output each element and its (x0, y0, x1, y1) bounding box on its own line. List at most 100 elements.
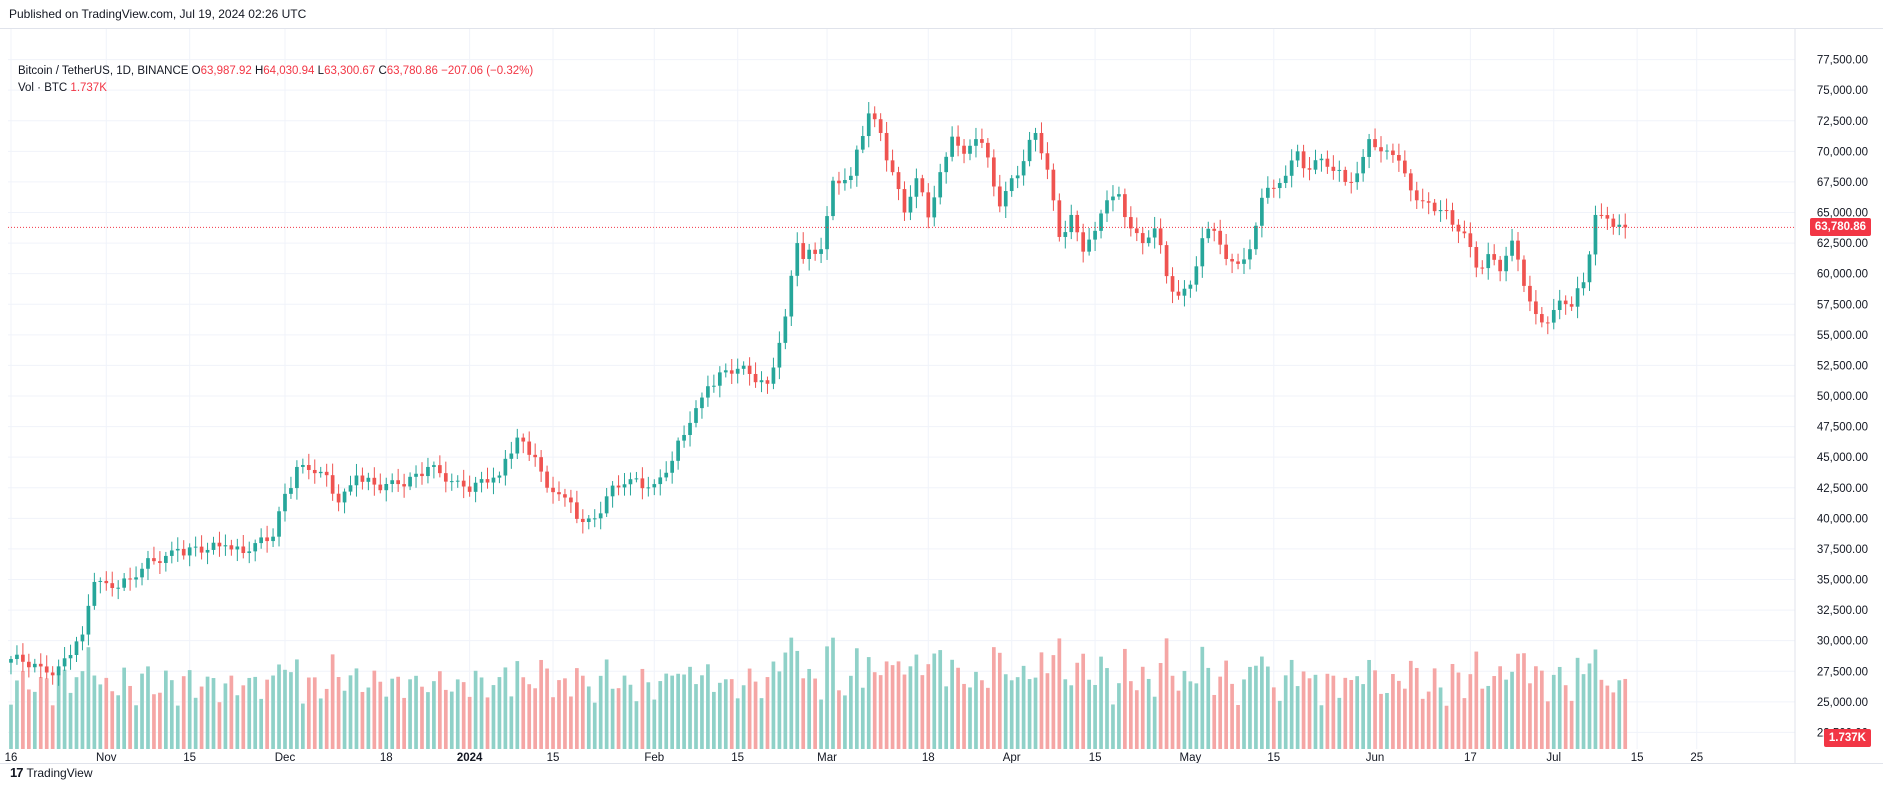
volume-bar (753, 681, 758, 749)
volume-bar (1009, 680, 1014, 749)
symbol-title[interactable]: Bitcoin / TetherUS, 1D, BINANCE (18, 65, 189, 77)
candle-body (872, 113, 877, 120)
candle-body (1474, 247, 1479, 268)
candle-body (1492, 254, 1497, 260)
y-tick-label: 72,500.00 (1817, 116, 1868, 128)
volume-bar (312, 677, 317, 749)
volume-bar (1545, 701, 1550, 749)
candle-body (1480, 267, 1485, 269)
candle-body (1385, 150, 1389, 152)
candle-body (580, 518, 585, 523)
volume-bar (515, 661, 520, 749)
volume-bar (366, 687, 371, 749)
volume-bar (1373, 670, 1377, 749)
candle-body (1152, 228, 1157, 238)
candle-body (628, 479, 633, 485)
volume-bar (1105, 668, 1109, 749)
candle-body (122, 578, 127, 588)
candle-body (1039, 132, 1044, 154)
candle-body (1194, 266, 1199, 285)
candle-body (962, 145, 966, 154)
candle-body (1504, 255, 1508, 272)
candle-body (1599, 214, 1604, 216)
volume-bar (813, 678, 817, 749)
candle-body (378, 484, 383, 491)
candle-body (783, 316, 788, 343)
candle-body (175, 548, 180, 551)
x-tick-label: 2024 (457, 752, 483, 763)
chart-pane[interactable]: 77,500.00 75,000.00 72,500.00 70,000.00 67,5… (0, 28, 1883, 764)
volume-bar (438, 671, 442, 749)
volume-bar (604, 659, 609, 749)
volume-bar (980, 680, 984, 749)
candle-body (1408, 173, 1413, 191)
candle-body (801, 243, 806, 259)
candle-body (598, 513, 603, 519)
candle-body (1587, 254, 1592, 283)
volume-bar (140, 673, 144, 749)
candle-body (467, 486, 472, 492)
x-tick-label: 16 (5, 752, 18, 763)
candle-body (795, 243, 800, 276)
candle-body (1105, 200, 1109, 214)
volume-bar (658, 681, 663, 749)
volume-bar (1075, 662, 1080, 749)
candle-body (1414, 190, 1419, 201)
volume-bar (1313, 674, 1318, 749)
candle-body (640, 478, 645, 489)
candle-body (1075, 214, 1080, 233)
candle-body (884, 132, 889, 161)
open-value: 63,987.92 (200, 65, 252, 77)
volume-bar (455, 679, 460, 749)
candle-body (1134, 228, 1139, 234)
candle-body (1379, 147, 1383, 152)
candle-body (44, 666, 49, 673)
volume-bar (1277, 700, 1282, 749)
price-chart[interactable]: 77,500.00 75,000.00 72,500.00 70,000.00 67,5… (0, 29, 1883, 763)
candle-body (1551, 309, 1556, 323)
candle-body (1432, 202, 1437, 212)
volume-bar (872, 672, 877, 749)
candle-body (1331, 166, 1336, 171)
candle-body (140, 568, 144, 578)
volume-bar (908, 666, 913, 749)
volume-bar (1289, 659, 1294, 749)
volume-value: 1.737K (70, 82, 107, 94)
volume-bar (104, 677, 109, 749)
y-tick-label: 45,000.00 (1817, 452, 1868, 464)
volume-bar (50, 705, 55, 749)
volume-bar (866, 657, 871, 749)
candle-body (223, 545, 228, 547)
candle-body (1534, 301, 1538, 315)
volume-bar (1480, 688, 1485, 749)
volume-bar (1307, 678, 1312, 749)
candle-body (974, 139, 978, 146)
volume-bar (968, 687, 972, 749)
volume-bar (211, 678, 216, 749)
candle-body (342, 491, 347, 503)
candle-body (1557, 300, 1562, 310)
volume-bar (938, 650, 943, 749)
candle-body (1045, 153, 1050, 170)
volume-bar (795, 650, 800, 749)
candle-body (759, 380, 764, 383)
candle-body (527, 441, 532, 455)
volume-bar (1361, 684, 1365, 749)
candle-body (968, 145, 972, 154)
candle-body (438, 465, 442, 474)
candle-body (509, 453, 514, 459)
volume-bar (1212, 694, 1217, 749)
candle-body (1420, 200, 1425, 202)
volume-bar (1468, 674, 1473, 749)
volume-bar (1099, 656, 1103, 749)
volume-bar (1164, 638, 1169, 749)
volume-label[interactable]: Vol · BTC (18, 82, 68, 94)
candle-body (575, 502, 579, 519)
volume-bar (777, 671, 782, 749)
y-tick-label: 65,000.00 (1817, 208, 1868, 220)
volume-bar (1003, 674, 1008, 749)
volume-bar (741, 685, 746, 749)
volume-bar (759, 698, 764, 749)
candle-body (360, 475, 365, 482)
volume-bar (878, 675, 883, 749)
